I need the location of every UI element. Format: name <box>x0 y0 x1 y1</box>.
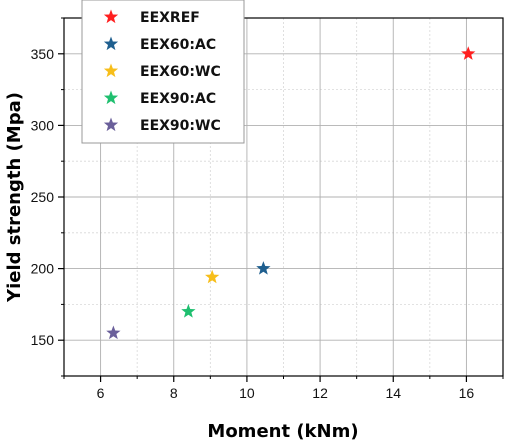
data-point <box>181 304 196 318</box>
x-tick-label: 16 <box>459 385 475 401</box>
legend-label: EEX90:WC <box>140 118 221 134</box>
legend-label: EEXREF <box>140 10 200 26</box>
x-tick-label: 8 <box>170 385 178 401</box>
data-points <box>106 46 476 340</box>
legend-marker <box>103 63 119 78</box>
legend-label: EEX60:WC <box>140 64 221 80</box>
legend: EEXREF EEX60:AC EEX60:WC EEX90:AC EEX90:WC <box>81 0 245 144</box>
data-point <box>205 269 220 284</box>
x-tick-label: 14 <box>385 385 401 401</box>
legend-marker <box>103 9 119 24</box>
legend-marker <box>103 90 119 105</box>
y-tick-label: 150 <box>31 332 55 348</box>
x-tick-labels: 6 8 10 12 14 16 <box>97 385 475 401</box>
legend-marker <box>103 36 119 51</box>
x-tick-label: 12 <box>312 385 328 401</box>
legend-label: EEX90:AC <box>140 91 216 107</box>
data-point <box>256 261 271 275</box>
data-point <box>106 325 121 340</box>
y-tick-label: 200 <box>31 261 55 277</box>
data-point <box>461 46 476 60</box>
axis-ticks <box>58 17 504 382</box>
y-axis-title: Yield strength (Mpa) <box>4 92 25 303</box>
y-tick-label: 350 <box>31 46 55 62</box>
y-tick-label: 250 <box>31 189 55 205</box>
x-tick-label: 6 <box>97 385 105 401</box>
x-tick-label: 10 <box>239 385 255 401</box>
legend-label: EEX60:AC <box>140 37 216 53</box>
y-tick-label: 300 <box>31 117 55 133</box>
y-tick-labels: 150 200 250 300 350 <box>31 46 55 348</box>
legend-marker <box>103 117 119 132</box>
x-axis-title: Moment (kNm) <box>207 421 358 442</box>
